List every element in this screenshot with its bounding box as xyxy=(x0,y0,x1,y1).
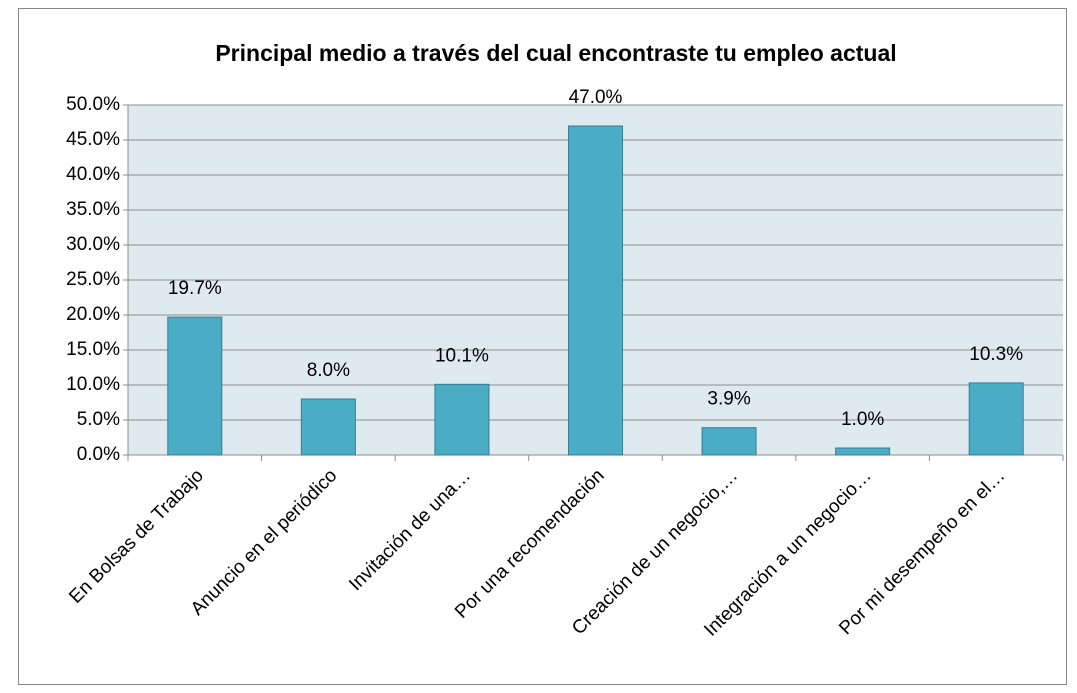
y-tick-label: 40.0% xyxy=(66,164,120,185)
y-tick-label: 5.0% xyxy=(77,409,120,430)
data-label: 1.0% xyxy=(841,409,884,430)
y-tick-label: 25.0% xyxy=(66,269,120,290)
bar xyxy=(167,316,223,456)
y-tick-label: 10.0% xyxy=(66,374,120,395)
y-tick-label: 35.0% xyxy=(66,199,120,220)
bar xyxy=(968,382,1024,456)
y-tick-label: 50.0% xyxy=(66,94,120,115)
y-tick-label: 0.0% xyxy=(77,444,120,465)
bar xyxy=(568,125,623,456)
data-label: 10.1% xyxy=(435,345,489,366)
bar xyxy=(434,383,490,456)
data-label: 3.9% xyxy=(707,389,750,410)
y-tick-label: 45.0% xyxy=(66,129,120,150)
data-label: 47.0% xyxy=(569,87,623,108)
bar xyxy=(701,427,757,456)
chart-title: Principal medio a través del cual encont… xyxy=(215,40,896,66)
data-label: 19.7% xyxy=(168,278,222,299)
bar xyxy=(835,447,891,456)
data-label: 8.0% xyxy=(307,360,350,381)
y-tick-label: 15.0% xyxy=(66,339,120,360)
y-tick-label: 20.0% xyxy=(66,304,120,325)
bar xyxy=(300,398,356,456)
data-label: 10.3% xyxy=(969,344,1023,365)
y-tick-label: 30.0% xyxy=(66,234,120,255)
